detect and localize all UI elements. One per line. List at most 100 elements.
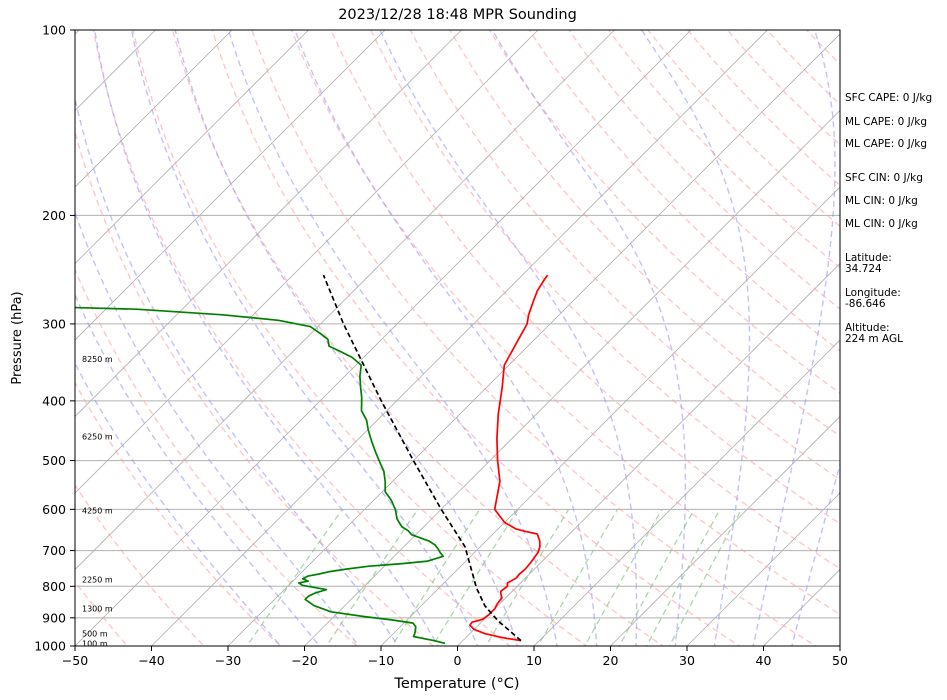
- dry-adiabat-240: [75, 483, 205, 646]
- moist-adiabat--15: [75, 293, 321, 646]
- y-tick-label-1000: 1000: [34, 639, 66, 654]
- x-tick-label--30: −30: [215, 653, 241, 668]
- isotherm-60: [903, 16, 947, 659]
- height-label: 6250 m: [82, 433, 113, 442]
- dry-adiabat-380: [488, 30, 840, 395]
- moist-adiabat-20: [294, 30, 598, 646]
- background-grid: [75, 16, 947, 659]
- height-label: 2250 m: [82, 576, 113, 585]
- ml-cin-text-2: ML CIN: 0 J/kg: [845, 218, 918, 230]
- latitude-label: Latitude:: [845, 252, 892, 264]
- dry-adiabat-340: [330, 30, 840, 570]
- moist-adiabat-5: [130, 30, 479, 646]
- x-tick-label--10: −10: [368, 653, 394, 668]
- ml-cin-text: ML CIN: 0 J/kg: [845, 195, 918, 207]
- x-tick-label-40: 40: [756, 653, 772, 668]
- mixing-ratio-16: [618, 508, 695, 646]
- chart-title: 2023/12/28 18:48 MPR Sounding: [338, 7, 577, 23]
- moist-adiabat-40: [752, 30, 836, 646]
- isotherm--30: [227, 33, 840, 646]
- temperature-profile: [469, 274, 549, 642]
- mixing-ratio-3: [431, 508, 519, 646]
- dry-adiabat-250: [75, 381, 282, 646]
- y-tick-label-700: 700: [42, 543, 66, 558]
- isotherm-0: [456, 262, 840, 646]
- y-tick-label-300: 300: [42, 316, 66, 331]
- mixing-ratio-20: [645, 508, 721, 646]
- mixing-ratio-12: [584, 508, 663, 646]
- dry-adiabat-260: [75, 267, 358, 646]
- altitude-value: 224 m AGL: [845, 333, 903, 345]
- ml-cape-text-2: ML CAPE: 0 J/kg: [845, 138, 928, 150]
- dry-adiabat-360: [409, 30, 840, 481]
- height-label: 100 m: [82, 639, 108, 648]
- x-tick-label-10: 10: [526, 653, 542, 668]
- x-tick-label-20: 20: [603, 653, 619, 668]
- moist-adiabat-35: [641, 30, 751, 646]
- dry-adiabat-310: [211, 30, 741, 646]
- dewpoint-profile: [75, 306, 446, 645]
- y-tick-label-500: 500: [42, 453, 66, 468]
- longitude-value: -86.646: [845, 298, 886, 310]
- isotherm--110: [75, 30, 233, 188]
- dry-adiabat-280: [92, 30, 512, 646]
- longitude-label: Longitude:: [845, 287, 901, 299]
- mixing-ratio-24: [668, 509, 742, 646]
- y-tick-label-800: 800: [42, 579, 66, 594]
- x-tick-label-30: 30: [679, 653, 695, 668]
- height-label: 500 m: [82, 630, 108, 639]
- isotherm--10: [380, 186, 840, 646]
- y-tick-label-600: 600: [42, 502, 66, 517]
- altitude-label: Altitude:: [845, 322, 890, 334]
- isotherm--40: [150, 30, 769, 646]
- axes-layer: −50 −40 −30 −20 −10 0 10 20 30 40 50 100 200 300 400 50…: [34, 23, 848, 669]
- isotherm--50: [75, 30, 692, 646]
- isotherm--120: [75, 30, 157, 112]
- dry-adiabat-330: [290, 30, 840, 616]
- latitude-value: 34.724: [845, 263, 882, 275]
- moist-adiabat--5: [75, 95, 399, 646]
- isotherm--60: [75, 30, 616, 571]
- plot-frame: [74, 29, 841, 647]
- isotherm-30: [686, 492, 840, 646]
- ml-cape-text: ML CAPE: 0 J/kg: [845, 116, 928, 128]
- moist-adiabat-0: [94, 30, 439, 646]
- dry-adiabat-430: [686, 30, 840, 187]
- x-tick-label--50: −50: [62, 653, 88, 668]
- y-axis-label: Pressure (hPa): [10, 291, 25, 384]
- x-tick-label--20: −20: [291, 653, 317, 668]
- y-tick-label-100: 100: [42, 23, 66, 38]
- x-axis-label: Temperature (°C): [393, 676, 519, 692]
- height-label: 8250 m: [82, 355, 113, 364]
- mixing-ratio-1: [325, 508, 419, 646]
- isotherm-10: [533, 339, 840, 646]
- dry-adiabat-290: [132, 30, 588, 646]
- moist-adiabat-30: [491, 30, 687, 646]
- sfc-cin-text: SFC CIN: 0 J/kg: [845, 172, 923, 184]
- height-label: 1300 m: [82, 605, 113, 614]
- height-label: 4250 m: [82, 507, 113, 516]
- dry-adiabat-320: [251, 30, 818, 646]
- dry-adiabat-300: [171, 30, 665, 646]
- isotherm--70: [75, 30, 539, 494]
- parcel-profile: [322, 274, 522, 642]
- x-tick-label-0: 0: [454, 653, 462, 668]
- series-layer: [75, 274, 549, 645]
- moist-adiabat-10: [174, 30, 519, 646]
- moist-adiabat-15: [227, 30, 558, 646]
- isotherm-20: [609, 415, 840, 646]
- y-tick-label-200: 200: [42, 208, 66, 223]
- isotherm--20: [303, 109, 840, 646]
- y-tick-label-900: 900: [42, 610, 66, 625]
- mixing-ratio-5: [485, 508, 570, 646]
- mixing-ratio-0.4: [246, 508, 343, 646]
- isotherm--80: [75, 30, 463, 418]
- x-tick-label-50: 50: [832, 653, 848, 668]
- moist-adiabat--10: [75, 210, 360, 646]
- sfc-cape-text: SFC CAPE: 0 J/kg: [845, 92, 933, 104]
- isotherm--100: [75, 30, 310, 265]
- mixing-ratio-2: [391, 508, 481, 646]
- dry-adiabat-440: [726, 30, 840, 146]
